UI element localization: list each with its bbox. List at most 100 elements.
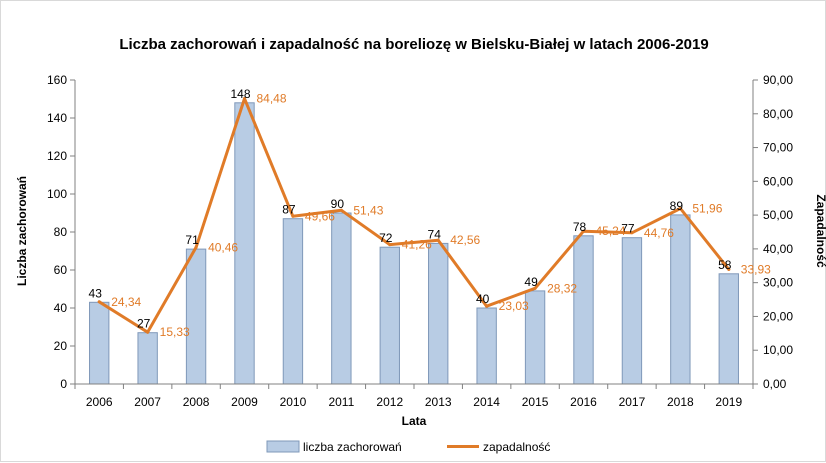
line-point-2007 (146, 330, 150, 334)
x-tick-label: 2012 (376, 395, 403, 409)
x-tick-label: 2015 (522, 395, 549, 409)
bar-2008 (185, 248, 207, 385)
line-value-label: 33,93 (741, 262, 771, 276)
legend-label-bars: liczba zachorowań (303, 440, 402, 454)
y-tick-label: 20 (54, 339, 68, 353)
line-point-2013 (436, 238, 440, 242)
line-value-label: 28,32 (547, 281, 577, 295)
y2-tick-label: 50,00 (763, 208, 793, 222)
x-tick-label: 2016 (570, 395, 597, 409)
y2-tick-label: 40,00 (763, 242, 793, 256)
bar-value-label: 78 (573, 220, 587, 234)
x-tick-label: 2011 (328, 395, 354, 409)
y2-tick-label: 90,00 (763, 73, 793, 87)
labels-layer: 43 27 71 148 87 90 72 74 40 49 78 77 89 58 24,34 15,33 4… (89, 87, 772, 339)
line-value-label: 84,48 (257, 92, 287, 106)
y-tick-label: 100 (47, 187, 67, 201)
bar-value-label: 71 (185, 233, 199, 247)
chart-title: Liczba zachorowań i zapadalność na borel… (119, 36, 708, 53)
x-tick-label: 2014 (473, 395, 500, 409)
line-point-2015 (533, 286, 537, 290)
y-tick-label: 40 (54, 301, 68, 315)
line-point-2010 (291, 214, 295, 218)
bars-layer (89, 102, 739, 385)
y2-axis-title: Zapadalność (814, 194, 826, 268)
x-tick-label: 2006 (86, 395, 113, 409)
legend-swatch-bars (266, 440, 300, 453)
bar-2012 (379, 246, 400, 385)
x-tick-label: 2009 (231, 395, 258, 409)
line-point-2019 (727, 267, 731, 271)
line-point-2006 (97, 300, 101, 304)
x-tick-label: 2018 (667, 395, 694, 409)
line-point-2018 (678, 206, 682, 210)
y2-tick-label: 20,00 (763, 309, 793, 323)
line-value-label: 42,56 (450, 233, 480, 247)
y2-tick-label: 10,00 (763, 343, 793, 357)
x-tick-label: 2017 (619, 395, 646, 409)
y-tick-label: 160 (47, 73, 67, 87)
line-value-label: 44,76 (644, 226, 674, 240)
line-point-2017 (630, 231, 634, 235)
line-point-2011 (339, 208, 343, 212)
line-point-2016 (582, 229, 585, 233)
line-point-2009 (243, 97, 246, 101)
bar-2013 (428, 242, 449, 385)
line-point-2012 (388, 243, 392, 247)
y2-tick-label: 80,00 (763, 107, 793, 121)
bar-value-label: 43 (89, 286, 103, 300)
bar-2019 (718, 273, 739, 385)
x-tick-label: 2008 (183, 395, 210, 409)
bar-value-label: 90 (331, 197, 345, 211)
line-value-label: 51,43 (353, 203, 383, 217)
bar-value-label: 74 (428, 227, 442, 241)
bar-value-label: 27 (137, 317, 151, 331)
y-tick-label: 80 (54, 225, 68, 239)
axes-layer: 0 20 40 60 80 100 120 140 160 0,00 10,00 20,00 30,00… (47, 73, 793, 409)
y2-tick-label: 30,00 (763, 276, 793, 290)
line-value-label: 24,34 (111, 295, 141, 309)
x-tick-label: 2007 (134, 395, 161, 409)
line-value-label: 23,03 (499, 299, 529, 313)
bar-value-label: 40 (476, 292, 490, 306)
x-tick-label: 2010 (280, 395, 307, 409)
line-layer (97, 97, 731, 334)
y-tick-label: 140 (47, 111, 67, 125)
y-tick-label: 60 (54, 263, 68, 277)
bar-value-label: 72 (379, 231, 393, 245)
bar-value-label: 89 (670, 199, 684, 213)
bar-2007 (137, 332, 158, 385)
legend: liczba zachorowań zapadalność (266, 440, 550, 454)
bar-value-label: 77 (621, 222, 635, 236)
line-value-label: 15,33 (160, 325, 190, 339)
y-tick-label: 120 (47, 149, 67, 163)
line-value-label: 49,66 (305, 209, 335, 223)
bar-2017 (621, 237, 643, 385)
bar-value-label: 148 (230, 87, 250, 101)
bar-value-label: 58 (718, 258, 732, 272)
bar-2016 (573, 235, 594, 385)
line-value-label: 51,96 (692, 201, 722, 215)
x-tick-label: 2019 (715, 395, 742, 409)
y-tick-label: 0 (60, 377, 67, 391)
line-point-2014 (485, 304, 489, 308)
legend-label-line: zapadalność (483, 440, 550, 454)
bar-value-label: 87 (282, 203, 296, 217)
y2-tick-label: 60,00 (763, 174, 793, 188)
line-value-label: 41,26 (402, 238, 432, 252)
y2-tick-label: 0,00 (763, 377, 787, 391)
bar-2006 (89, 301, 110, 385)
line-series-zapadalnosc (97, 97, 731, 334)
bar-value-label: 49 (524, 275, 538, 289)
line-value-label: 45,24 (596, 224, 626, 238)
line-point-2008 (194, 245, 198, 249)
bar-2010 (282, 218, 304, 385)
line-value-label: 40,46 (208, 240, 238, 254)
x-axis-title: Lata (402, 414, 427, 428)
bar-2014 (476, 307, 497, 385)
bar-2018 (670, 214, 691, 385)
x-tick-label: 2013 (425, 395, 452, 409)
bar-2011 (331, 212, 352, 385)
